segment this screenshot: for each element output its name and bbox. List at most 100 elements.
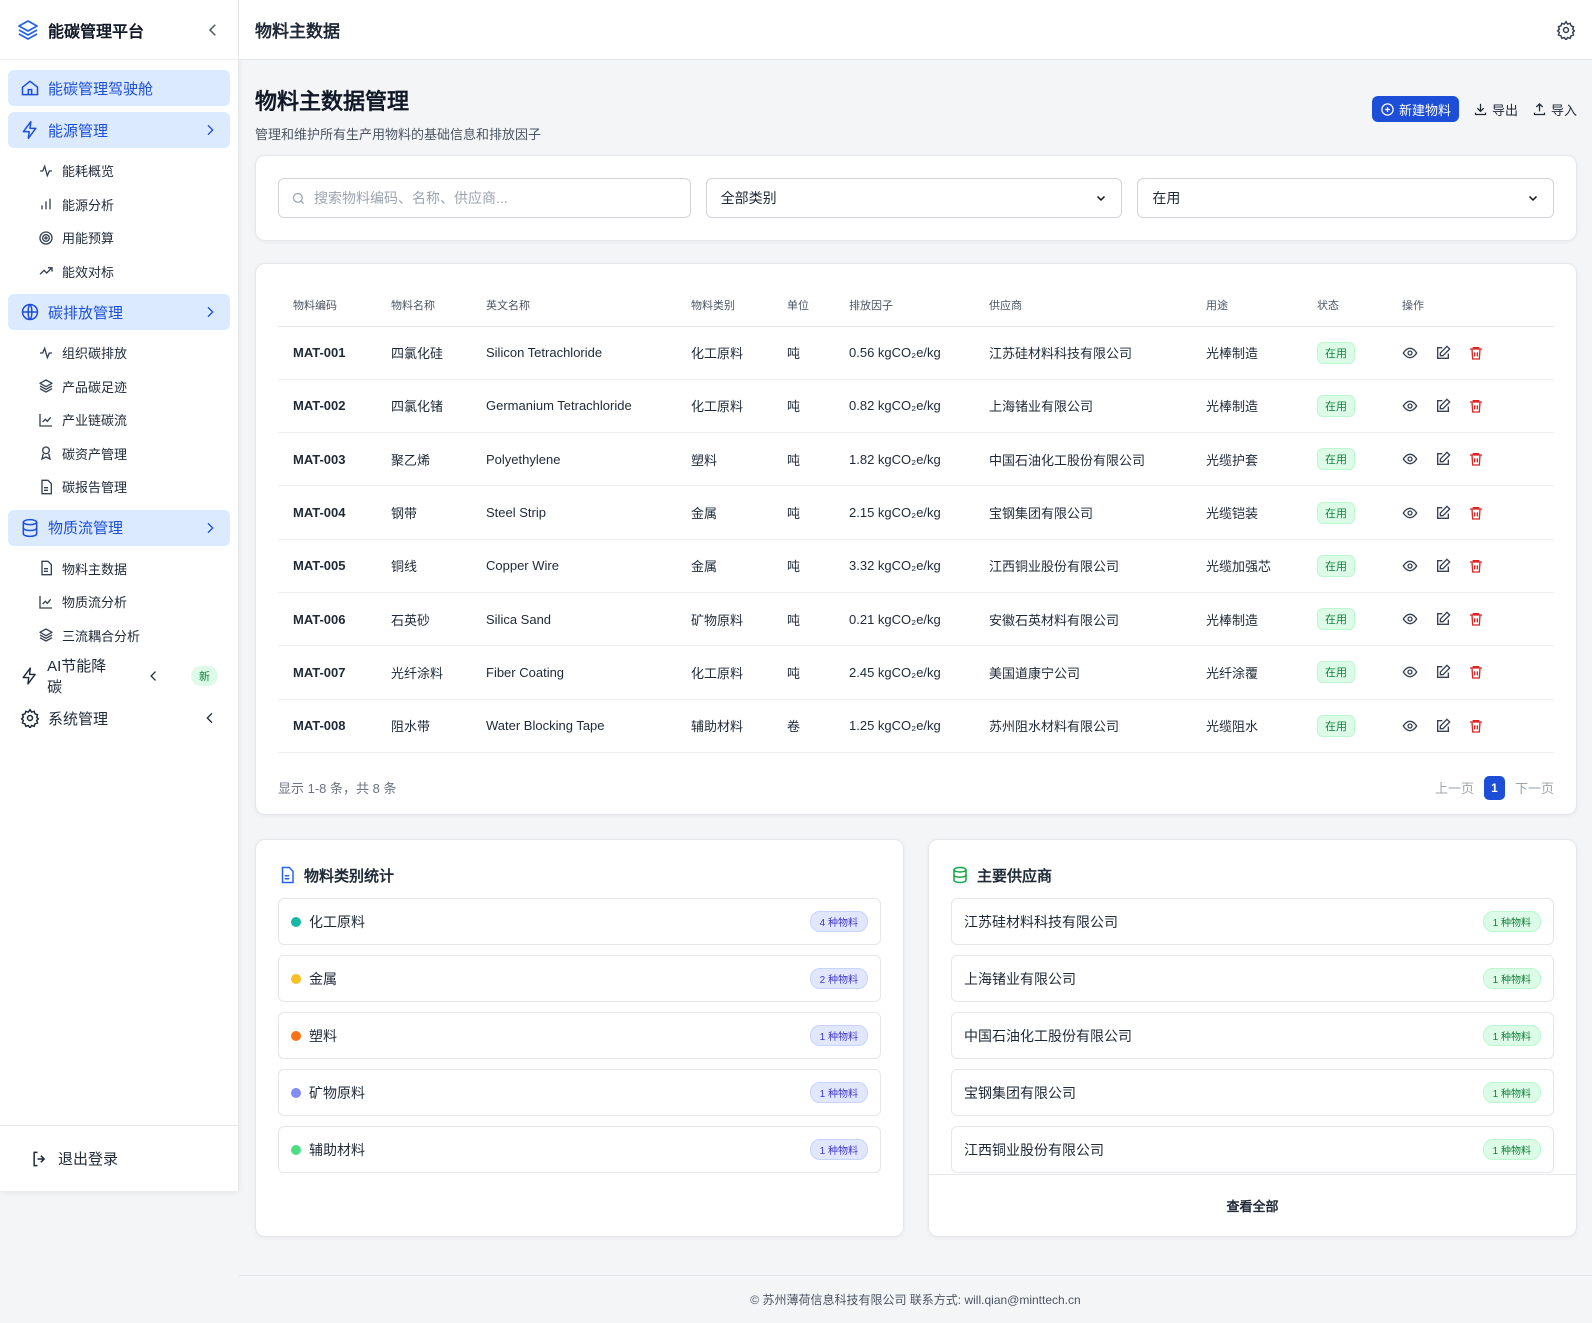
- category-item[interactable]: 化工原料 4 种物料: [278, 898, 881, 945]
- cell-english-name: Copper Wire: [471, 539, 676, 593]
- cell-code: MAT-007: [278, 645, 376, 700]
- export-label: 导出: [1491, 102, 1518, 118]
- cell-code: MAT-004: [278, 485, 376, 540]
- eye-icon[interactable]: [1402, 505, 1418, 521]
- supplier-item[interactable]: 江苏硅材料科技有限公司 1 种物料: [951, 898, 1554, 945]
- category-item[interactable]: 辅助材料 1 种物料: [278, 1126, 881, 1173]
- eye-icon[interactable]: [1402, 398, 1418, 414]
- status-badge: 在用: [1317, 608, 1355, 631]
- edit-icon[interactable]: [1435, 558, 1451, 574]
- supplier-item[interactable]: 中国石油化工股份有限公司 1 种物料: [951, 1012, 1554, 1059]
- supplier-item[interactable]: 宝钢集团有限公司 1 种物料: [951, 1069, 1554, 1116]
- suppliers-title-text: 主要供应商: [977, 867, 1053, 885]
- table-row: MAT-003 聚乙烯 Polyethylene 塑料吨 1.82 kgCO₂e/kg 中…: [278, 432, 1554, 487]
- sub-label: 碳资产管理: [62, 446, 128, 462]
- cell-status: 在用: [1302, 485, 1387, 540]
- edit-icon[interactable]: [1435, 345, 1451, 361]
- edit-icon[interactable]: [1435, 504, 1451, 521]
- sub-carbon-report[interactable]: 碳报告管理: [38, 470, 230, 504]
- trash-icon[interactable]: [1468, 451, 1484, 467]
- nav-label: AI节能降碳: [47, 658, 107, 696]
- category-stats-panel: 物料类别统计 化工原料 4 种物料 金属 2 种物料 塑料 1 种物料 矿物原料 1 种物料辅…: [255, 839, 904, 1237]
- trash-icon[interactable]: [1468, 398, 1484, 414]
- edit-icon[interactable]: [1435, 451, 1451, 467]
- category-item[interactable]: 金属 2 种物料: [278, 955, 881, 1002]
- settings-icon[interactable]: [1556, 19, 1576, 40]
- cell-supplier: 苏州阻水材料有限公司: [974, 699, 1191, 753]
- trash-icon[interactable]: [1468, 345, 1484, 361]
- cell-name: 铜线: [376, 539, 471, 593]
- sub-org-carbon[interactable]: 组织碳排放: [38, 336, 230, 370]
- sub-energy-budget[interactable]: 用能预算: [38, 221, 230, 255]
- eye-icon[interactable]: [1402, 451, 1418, 467]
- sub-label: 能耗概览: [62, 164, 115, 180]
- view-all-suppliers-button[interactable]: 查看全部: [929, 1174, 1576, 1236]
- chevron-left-icon[interactable]: [204, 21, 222, 39]
- trash-icon[interactable]: [1468, 558, 1484, 574]
- nav-material-flow[interactable]: 物质流管理: [8, 509, 230, 546]
- material-table-card: 物料编码 物料名称 英文名称 物料类别 单位 排放因子 供应商 用途 状态 操作…: [255, 263, 1577, 815]
- category-item[interactable]: 矿物原料 1 种物料: [278, 1069, 881, 1116]
- material-table: 物料编码 物料名称 英文名称 物料类别 单位 排放因子 供应商 用途 状态 操作…: [278, 284, 1554, 753]
- row-actions: [1402, 718, 1554, 734]
- cell-category: 矿物原料: [676, 592, 772, 647]
- supplier-item[interactable]: 上海锗业有限公司 1 种物料: [951, 955, 1554, 1002]
- sub-energy-benchmark[interactable]: 能效对标: [38, 255, 230, 289]
- prev-page-button[interactable]: 上一页: [1434, 781, 1474, 797]
- nav-dashboard[interactable]: 能碳管理驾驶舱: [8, 70, 230, 106]
- sub-carbon-asset[interactable]: 碳资产管理: [38, 437, 230, 471]
- import-button[interactable]: 导入: [1532, 96, 1577, 122]
- trash-icon[interactable]: [1468, 718, 1484, 734]
- row-actions: [1402, 451, 1554, 467]
- supplier-count-badge: 1 种物料: [1482, 911, 1541, 932]
- status-select[interactable]: 在用: [1137, 178, 1555, 218]
- edit-icon[interactable]: [1435, 718, 1451, 734]
- cell-emission-factor: 1.82 kgCO₂e/kg: [834, 432, 974, 487]
- col-header: 状态: [1302, 284, 1387, 327]
- category-item[interactable]: 塑料 1 种物料: [278, 1012, 881, 1059]
- edit-icon[interactable]: [1435, 664, 1451, 680]
- nav-carbon[interactable]: 碳排放管理: [8, 294, 230, 330]
- new-material-button[interactable]: 新建物料: [1371, 96, 1459, 122]
- export-button[interactable]: 导出: [1473, 96, 1518, 122]
- sub-energy-analysis[interactable]: 能源分析: [38, 188, 230, 222]
- category-dot: [291, 973, 301, 984]
- nav-label: 物质流管理: [48, 520, 124, 537]
- category-stats-title-text: 物料类别统计: [304, 867, 395, 885]
- cell-unit: 卷: [772, 699, 834, 753]
- sub-material-analysis[interactable]: 物质流分析: [38, 585, 230, 619]
- category-select[interactable]: 全部类别: [705, 178, 1123, 218]
- edit-icon[interactable]: [1435, 398, 1451, 414]
- nav-system[interactable]: 系统管理: [8, 700, 230, 736]
- logout-button[interactable]: 退出登录: [0, 1125, 238, 1191]
- main-nav: 能碳管理驾驶舱 能源管理 能耗概览 能源分析 用能预算 能效对标 碳排放管理 组…: [0, 60, 238, 736]
- trash-icon[interactable]: [1468, 664, 1484, 680]
- supplier-name: 江苏硅材料科技有限公司: [964, 913, 1118, 930]
- next-page-button[interactable]: 下一页: [1514, 781, 1554, 797]
- row-actions: [1402, 558, 1554, 574]
- eye-icon[interactable]: [1402, 718, 1418, 734]
- bolt-icon: [22, 667, 36, 685]
- bar-chart-icon: [41, 198, 51, 210]
- sub-energy-overview[interactable]: 能耗概览: [38, 154, 230, 188]
- material-submenu: 物料主数据 物质流分析 三流耦合分析: [8, 552, 230, 653]
- eye-icon[interactable]: [1402, 345, 1418, 361]
- sub-product-footprint[interactable]: 产品碳足迹: [38, 370, 230, 404]
- trash-icon[interactable]: [1468, 505, 1484, 521]
- eye-icon[interactable]: [1402, 611, 1418, 627]
- sub-material-master[interactable]: 物料主数据: [38, 552, 230, 586]
- search-input[interactable]: [314, 190, 678, 206]
- sub-chain-carbon[interactable]: 产业链碳流: [38, 403, 230, 437]
- cell-emission-factor: 1.25 kgCO₂e/kg: [834, 699, 974, 753]
- page-1-button[interactable]: 1: [1483, 775, 1505, 800]
- eye-icon[interactable]: [1402, 558, 1418, 574]
- chevron-right-icon: [207, 306, 214, 318]
- eye-icon[interactable]: [1402, 664, 1418, 680]
- edit-icon[interactable]: [1435, 611, 1451, 627]
- sub-three-flow[interactable]: 三流耦合分析: [38, 619, 230, 653]
- nav-energy[interactable]: 能源管理: [8, 112, 230, 148]
- trash-icon[interactable]: [1468, 611, 1484, 627]
- nav-ai[interactable]: AI节能降碳 新: [8, 658, 230, 696]
- supplier-item[interactable]: 江西铜业股份有限公司 1 种物料: [951, 1126, 1554, 1173]
- cell-usage: 光缆阻水: [1191, 699, 1302, 753]
